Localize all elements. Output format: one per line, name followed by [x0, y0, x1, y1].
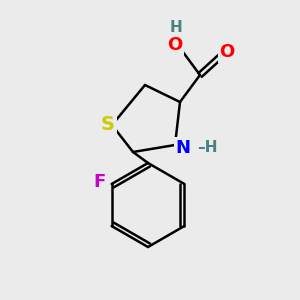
Text: O: O [167, 36, 183, 54]
Text: S: S [101, 116, 115, 134]
Text: –H: –H [197, 140, 218, 155]
Text: H: H [169, 20, 182, 34]
Text: N: N [176, 139, 190, 157]
Text: O: O [219, 43, 235, 61]
Text: F: F [94, 173, 106, 191]
